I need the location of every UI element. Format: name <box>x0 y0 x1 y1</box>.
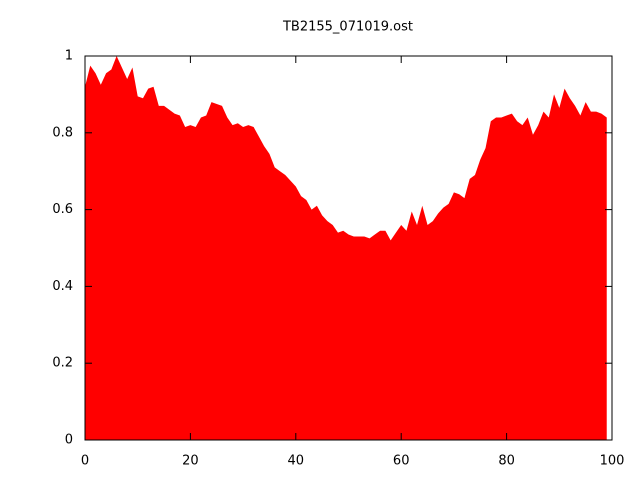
x-tick-label: 80 <box>498 454 515 469</box>
plot-border <box>84 55 613 441</box>
chart-title: TB2155_071019.ost <box>282 20 413 35</box>
x-tick-label: 20 <box>182 454 199 469</box>
x-tick-label: 100 <box>600 454 625 469</box>
x-tick-label: 60 <box>393 454 410 469</box>
area <box>85 56 607 440</box>
y-tick-label: 0.2 <box>52 356 73 371</box>
y-tick-label: 1 <box>65 49 73 64</box>
y-tick-label: 0.6 <box>52 202 73 217</box>
y-tick-label: 0.8 <box>52 125 73 140</box>
x-tick-label: 40 <box>288 454 305 469</box>
x-tick-label: 0 <box>81 454 89 469</box>
y-tick-label: 0.4 <box>52 279 73 294</box>
y-tick-label: 0 <box>65 433 73 448</box>
